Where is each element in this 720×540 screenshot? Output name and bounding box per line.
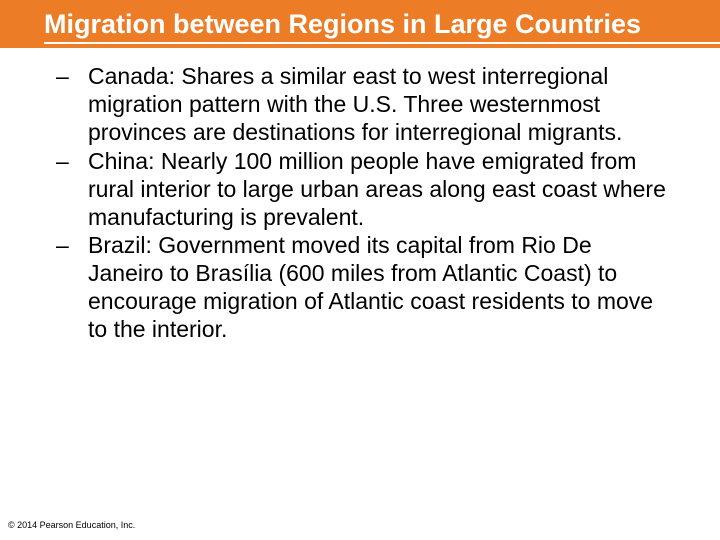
dash-icon: – <box>56 231 69 259</box>
slide: Migration between Regions in Large Count… <box>0 0 720 540</box>
copyright-footer: © 2014 Pearson Education, Inc. <box>8 520 135 530</box>
list-item: – China: Nearly 100 million people have … <box>56 147 670 231</box>
slide-title: Migration between Regions in Large Count… <box>44 8 720 40</box>
bullet-list: – Canada: Shares a similar east to west … <box>56 62 670 342</box>
dash-icon: – <box>56 62 69 90</box>
slide-body: – Canada: Shares a similar east to west … <box>0 48 720 342</box>
list-item: – Brazil: Government moved its capital f… <box>56 231 670 343</box>
title-header-bar: Migration between Regions in Large Count… <box>0 0 720 48</box>
title-underline <box>44 42 720 44</box>
bullet-text: China: Nearly 100 million people have em… <box>88 148 666 230</box>
list-item: – Canada: Shares a similar east to west … <box>56 62 670 146</box>
dash-icon: – <box>56 147 69 175</box>
bullet-text: Brazil: Government moved its capital fro… <box>88 232 653 342</box>
bullet-text: Canada: Shares a similar east to west in… <box>88 63 622 145</box>
